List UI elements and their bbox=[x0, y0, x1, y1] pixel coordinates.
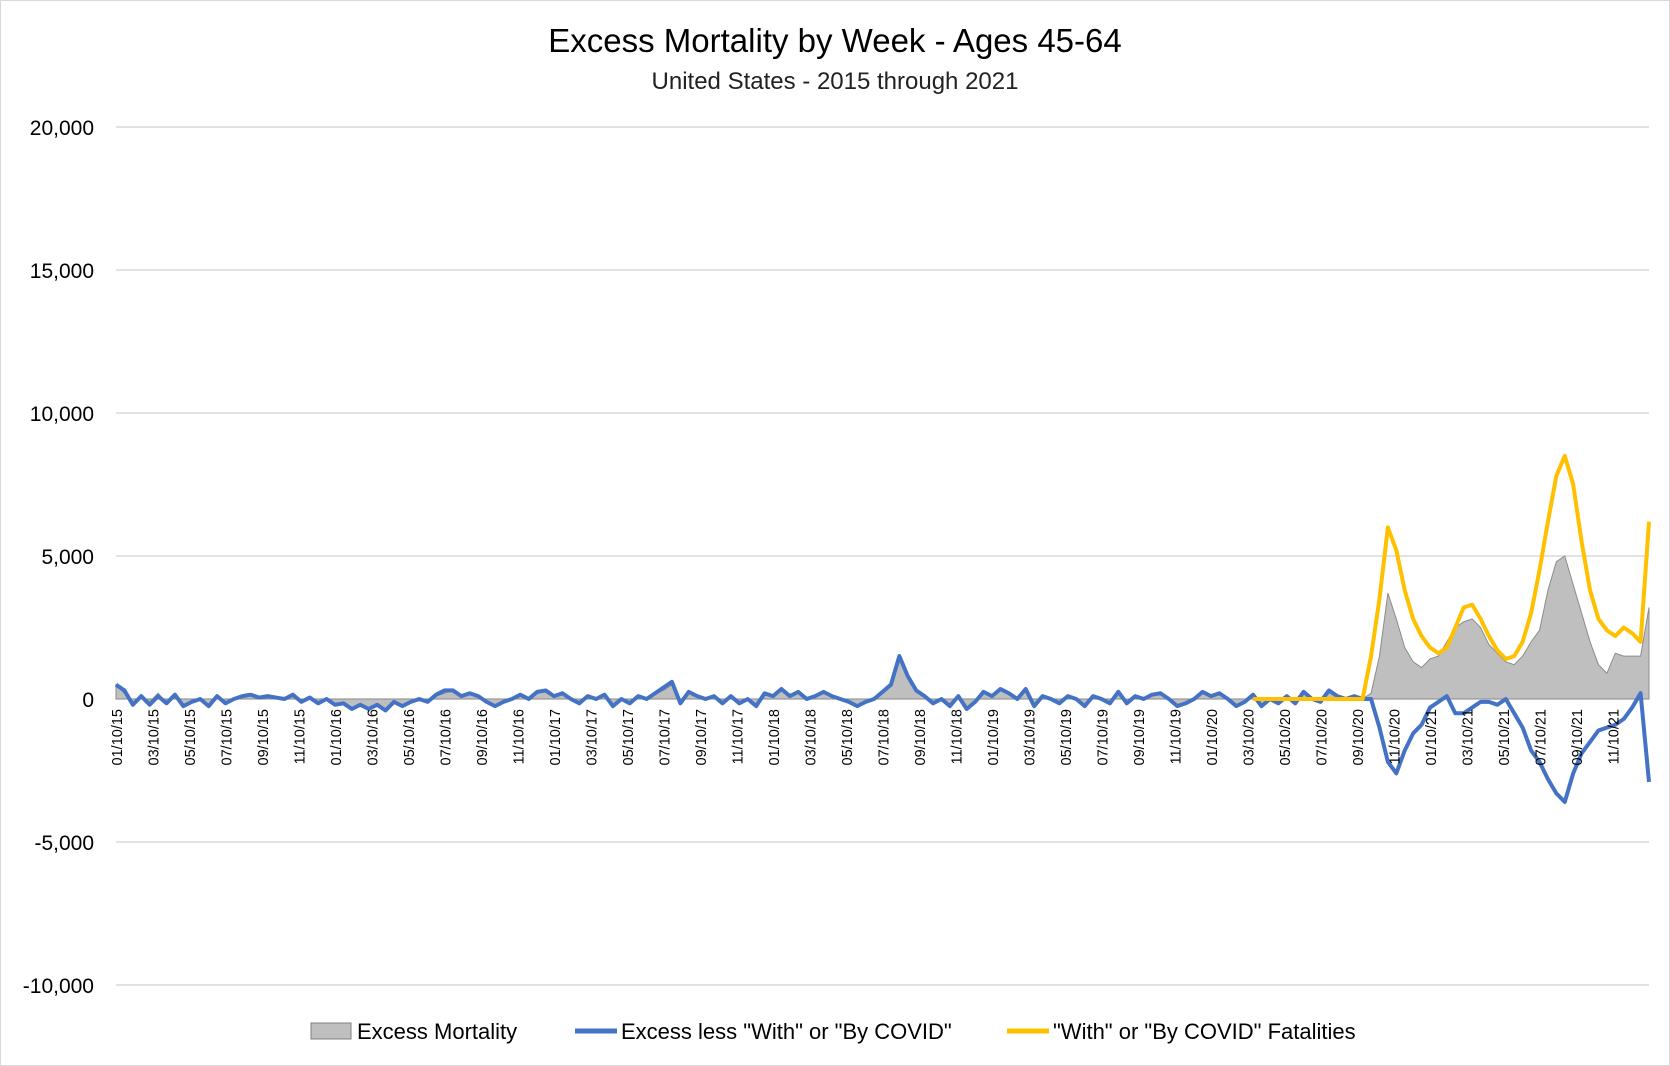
x-tick-label: 07/10/17 bbox=[658, 709, 674, 765]
x-axis: 01/10/15 03/10/15 05/10/15 07/10/15 09/10/15… bbox=[110, 709, 1623, 765]
x-tick-label: 03/10/19 bbox=[1023, 709, 1039, 765]
x-tick-label: 11/10/18 bbox=[950, 709, 966, 764]
y-tick-label: 0 bbox=[82, 689, 94, 712]
chart-subtitle: United States - 2015 through 2021 bbox=[652, 68, 1019, 95]
y-tick-label: 15,000 bbox=[30, 260, 94, 283]
y-tick-label: 10,000 bbox=[30, 403, 94, 426]
x-tick-label: 09/10/15 bbox=[256, 709, 272, 765]
x-tick-label: 07/10/15 bbox=[220, 709, 236, 765]
x-tick-label: 01/10/15 bbox=[110, 709, 126, 765]
series-line-covid-fatalities bbox=[1253, 453, 1651, 701]
x-tick-label: 09/10/20 bbox=[1351, 709, 1367, 765]
y-axis: -10,000 -5,000 0 5,000 10,000 15,000 20,000 bbox=[23, 117, 94, 998]
grid-layer bbox=[116, 126, 1649, 986]
y-tick-label: -5,000 bbox=[34, 832, 94, 855]
y-tick-label: 5,000 bbox=[41, 546, 94, 569]
x-tick-label: 01/10/21 bbox=[1424, 709, 1440, 765]
x-tick-label: 01/10/16 bbox=[329, 709, 345, 765]
legend-swatch-excess-mortality bbox=[310, 1022, 352, 1040]
series-line-excess-less-covid bbox=[114, 654, 1651, 804]
x-tick-label: 03/10/17 bbox=[585, 709, 601, 765]
y-tick-label: 20,000 bbox=[30, 117, 94, 140]
x-tick-label: 07/10/18 bbox=[877, 709, 893, 765]
legend-label-excess-less-covid: Excess less "With" or "By COVID" bbox=[621, 1019, 952, 1044]
series-line-layer bbox=[114, 453, 1651, 804]
x-tick-label: 05/10/20 bbox=[1278, 709, 1294, 765]
x-tick-label: 09/10/17 bbox=[694, 709, 710, 765]
x-tick-label: 11/10/15 bbox=[293, 709, 309, 764]
x-tick-label: 01/10/18 bbox=[767, 709, 783, 765]
x-tick-label: 05/10/19 bbox=[1059, 709, 1075, 765]
legend-label-covid-fatalities: "With" or "By COVID" Fatalities bbox=[1053, 1019, 1356, 1044]
x-tick-label: 11/10/19 bbox=[1169, 709, 1185, 764]
x-tick-label: 03/10/16 bbox=[366, 709, 382, 765]
x-tick-label: 03/10/21 bbox=[1461, 709, 1477, 765]
x-tick-label: 09/10/21 bbox=[1570, 709, 1586, 765]
x-tick-label: 01/10/20 bbox=[1205, 709, 1221, 765]
x-tick-label: 09/10/16 bbox=[475, 709, 491, 765]
x-tick-label: 07/10/21 bbox=[1534, 709, 1550, 765]
x-tick-label: 05/10/15 bbox=[183, 709, 199, 765]
x-tick-label: 05/10/18 bbox=[840, 709, 856, 765]
x-tick-label: 03/10/20 bbox=[1242, 709, 1258, 765]
x-tick-label: 11/10/21 bbox=[1607, 709, 1623, 764]
x-tick-label: 11/10/20 bbox=[1388, 709, 1404, 764]
x-tick-label: 07/10/16 bbox=[439, 709, 455, 765]
y-tick-label: -10,000 bbox=[23, 975, 94, 998]
x-tick-label: 03/10/15 bbox=[147, 709, 163, 765]
chart-title: Excess Mortality by Week - Ages 45-64 bbox=[548, 22, 1121, 59]
x-tick-label: 05/10/17 bbox=[621, 709, 637, 765]
x-tick-label: 03/10/18 bbox=[804, 709, 820, 765]
x-tick-label: 01/10/17 bbox=[548, 709, 564, 765]
x-tick-label: 09/10/18 bbox=[913, 709, 929, 765]
x-tick-label: 07/10/19 bbox=[1096, 709, 1112, 765]
x-tick-label: 05/10/21 bbox=[1497, 709, 1513, 765]
legend: Excess Mortality Excess less "With" or "… bbox=[310, 1019, 1356, 1044]
x-tick-label: 07/10/20 bbox=[1315, 709, 1331, 765]
x-tick-label: 09/10/19 bbox=[1132, 709, 1148, 765]
x-tick-label: 05/10/16 bbox=[402, 709, 418, 765]
legend-label-excess-mortality: Excess Mortality bbox=[357, 1019, 517, 1044]
x-tick-label: 11/10/16 bbox=[512, 709, 528, 764]
x-tick-label: 01/10/19 bbox=[986, 709, 1002, 765]
x-tick-label: 11/10/17 bbox=[731, 709, 747, 764]
